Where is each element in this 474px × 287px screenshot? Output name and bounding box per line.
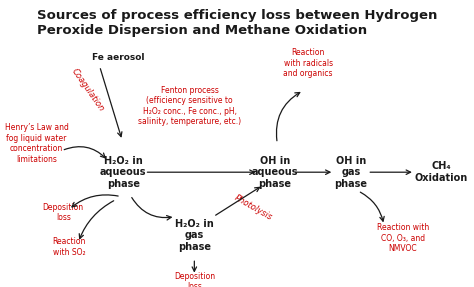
Text: Photolysis: Photolysis [233, 194, 274, 222]
Text: Reaction
with SO₂: Reaction with SO₂ [52, 237, 85, 257]
Text: CH₄
Oxidation: CH₄ Oxidation [414, 161, 467, 183]
Text: Sources of process efficiency loss between Hydrogen
Peroxide Dispersion and Meth: Sources of process efficiency loss betwe… [37, 9, 437, 37]
Text: Coagulation: Coagulation [70, 67, 106, 114]
Text: Deposition
loss: Deposition loss [43, 203, 84, 222]
Text: Reaction with
CO, O₃, and
NMVOC: Reaction with CO, O₃, and NMVOC [377, 223, 429, 253]
Text: H₂O₂ in
gas
phase: H₂O₂ in gas phase [175, 219, 214, 252]
Text: Henry’s Law and
fog liquid water
concentration
limitations: Henry’s Law and fog liquid water concent… [5, 123, 69, 164]
Text: Fenton process
(efficiency sensitive to
H₂O₂ conc., Fe conc., pH,
salinity, temp: Fenton process (efficiency sensitive to … [138, 86, 241, 126]
Text: Deposition
loss: Deposition loss [174, 272, 215, 287]
Text: Fe aerosol: Fe aerosol [92, 53, 145, 62]
Text: OH in
aqueous
phase: OH in aqueous phase [252, 156, 298, 189]
Text: H₂O₂ in
aqueous
phase: H₂O₂ in aqueous phase [100, 156, 146, 189]
Text: OH in
gas
phase: OH in gas phase [334, 156, 367, 189]
Text: Reaction
with radicals
and organics: Reaction with radicals and organics [283, 48, 333, 78]
